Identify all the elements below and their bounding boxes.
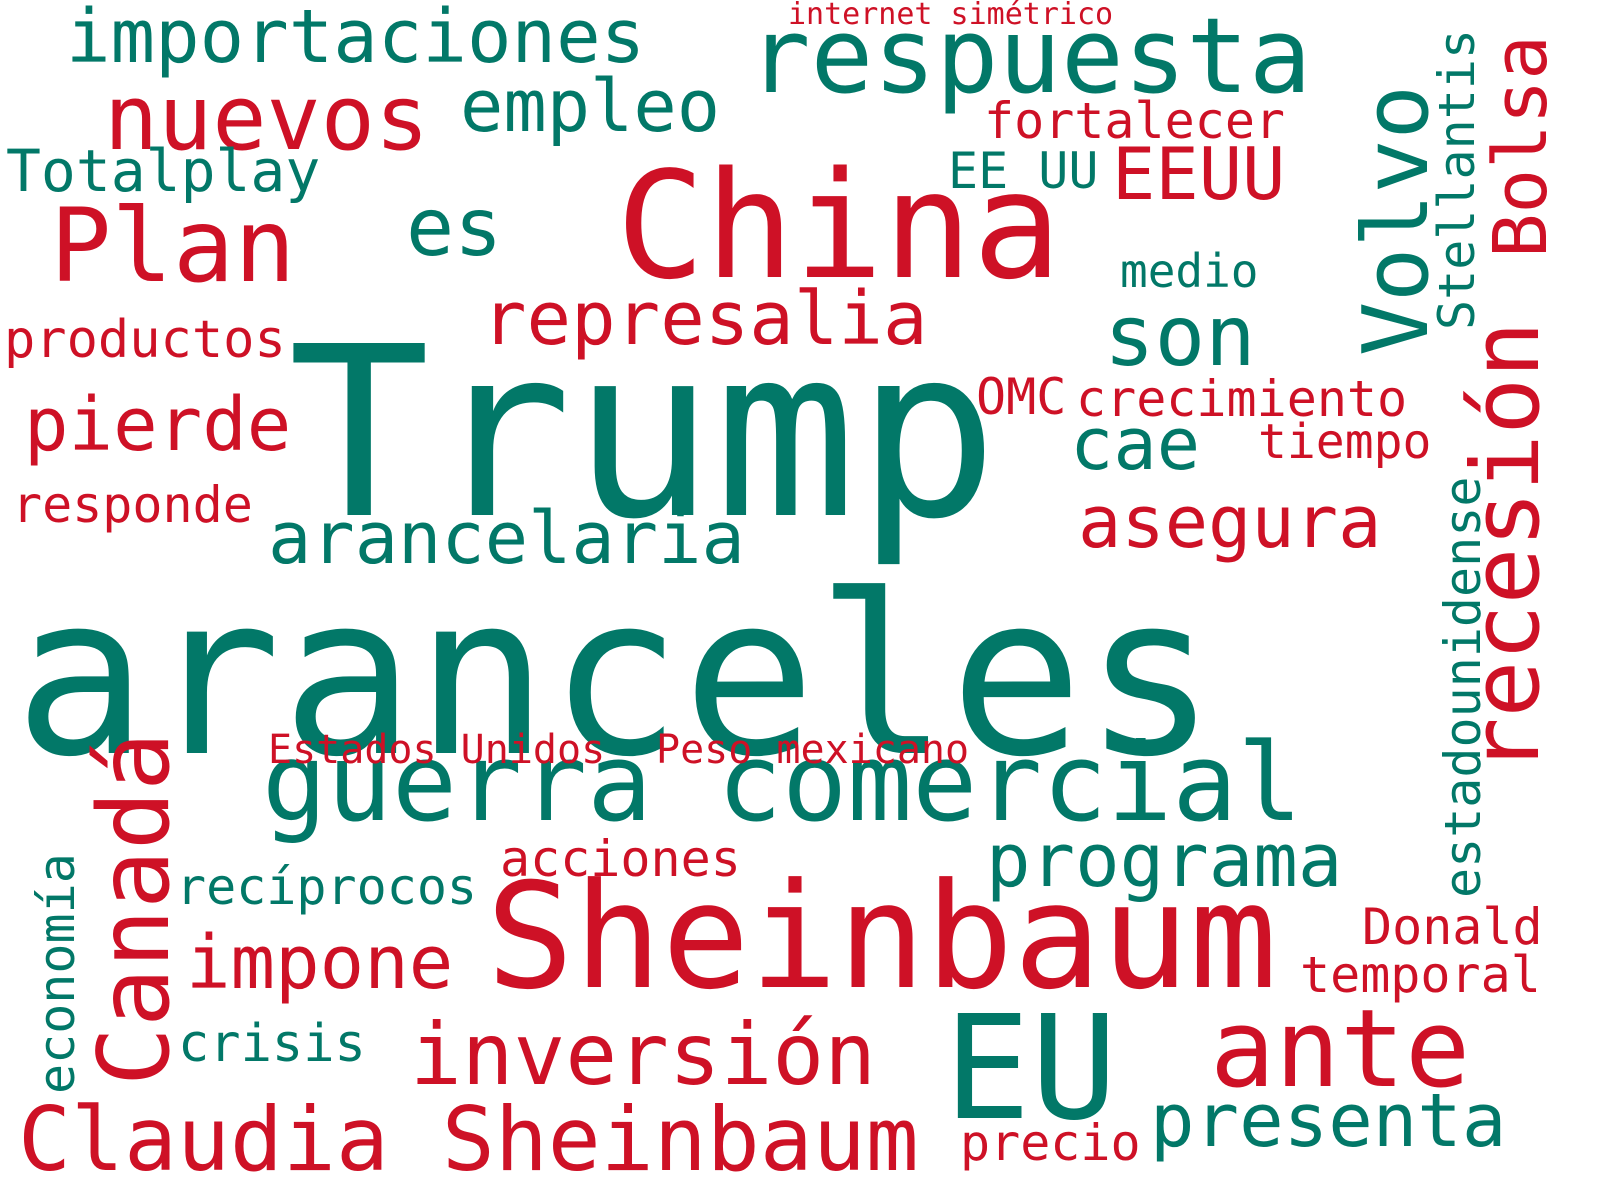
word-responde: responde xyxy=(12,476,253,534)
word-programa: programa xyxy=(986,818,1343,904)
word-sheinbaum: Sheinbaum xyxy=(486,852,1278,1022)
word-guerra-comercial: guerra comercial xyxy=(262,721,1303,846)
word-ante: ante xyxy=(1210,987,1471,1112)
word-peso-mexicano: Peso mexicano xyxy=(656,727,970,773)
word-aranceles: aranceles xyxy=(14,548,1217,806)
word-impone: impone xyxy=(186,920,454,1006)
word-temporal: temporal xyxy=(1300,946,1541,1004)
word-respuesta: respuesta xyxy=(748,0,1312,117)
word-stellantis: Stellantis xyxy=(1428,28,1486,330)
word-canada: Canadá xyxy=(78,731,192,1086)
word-fortalecer: fortalecer xyxy=(984,92,1286,150)
word-ee-uu: EE UU xyxy=(948,142,1099,200)
word-productos: productos xyxy=(4,310,286,370)
word-internet-simetrico: internet simétrico xyxy=(788,0,1114,32)
word-nuevos: nuevos xyxy=(104,66,430,171)
word-eeuu: EEUU xyxy=(1112,132,1286,216)
word-inversion: inversión xyxy=(410,1005,876,1105)
word-son: son xyxy=(1104,287,1256,385)
word-trump: Trump xyxy=(288,296,999,571)
word-claudia-sheinbaum: Claudia Sheinbaum xyxy=(18,1088,919,1191)
word-estadounidense: estadounidense xyxy=(1434,476,1492,898)
word-tiempo: tiempo xyxy=(1258,414,1432,470)
word-plan: Plan xyxy=(50,187,296,306)
word-omc: OMC xyxy=(976,368,1067,426)
word-importaciones: importaciones xyxy=(66,0,646,80)
word-crecimiento: crecimiento xyxy=(1076,370,1408,428)
word-totalplay: Totalplay xyxy=(6,137,321,205)
word-cae: cae xyxy=(1070,402,1201,486)
word-medio: medio xyxy=(1120,244,1259,298)
word-pierde: pierde xyxy=(24,382,292,468)
word-reciprocos: recíprocos xyxy=(176,858,478,916)
word-empleo: empleo xyxy=(460,64,721,148)
word-precio: precio xyxy=(960,1114,1141,1172)
word-donald: Donald xyxy=(1362,898,1543,956)
word-bolsa: Bolsa xyxy=(1478,35,1564,258)
word-es: es xyxy=(406,181,503,274)
word-china: China xyxy=(616,140,1062,312)
word-presenta: presenta xyxy=(1150,1078,1507,1164)
word-represalia: represalia xyxy=(482,276,928,362)
word-economia: economía xyxy=(28,853,86,1094)
word-estados-unidos: Estados Unidos xyxy=(268,727,606,773)
word-acciones: acciones xyxy=(500,830,741,888)
word-eu: EU xyxy=(944,984,1118,1152)
word-asegura: asegura xyxy=(1078,480,1382,564)
word-crisis: crisis xyxy=(178,1014,366,1074)
word-arancelaria: arancelaria xyxy=(268,496,745,580)
